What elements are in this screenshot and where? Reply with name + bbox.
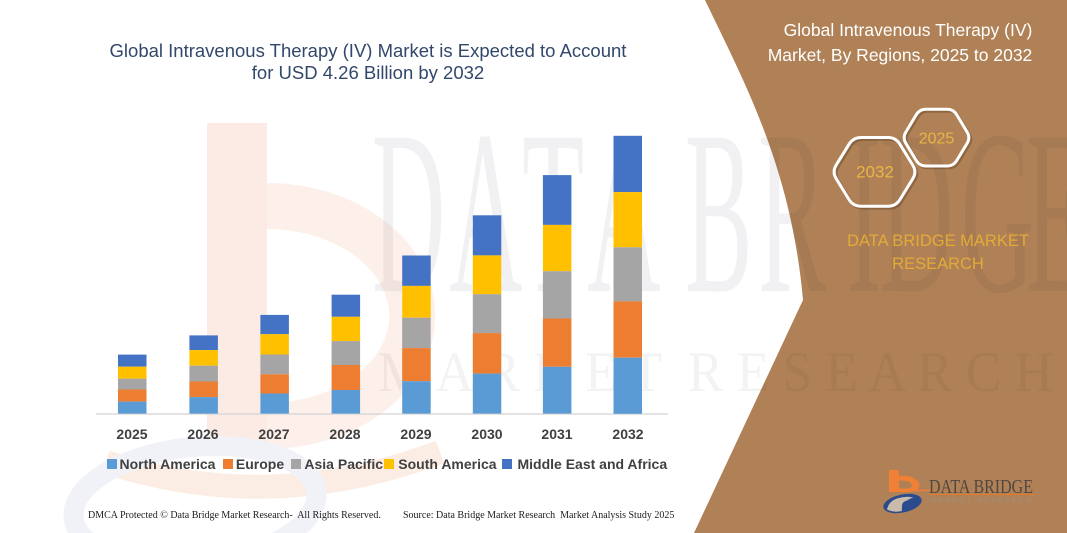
svg-text:2025: 2025 [919, 130, 955, 147]
svg-text:2032: 2032 [856, 163, 894, 182]
svg-text:M A R K E T R E S E A R C H: M A R K E T R E S E A R C H [929, 496, 1033, 505]
svg-text:DATA BRIDGE: DATA BRIDGE [929, 476, 1033, 498]
